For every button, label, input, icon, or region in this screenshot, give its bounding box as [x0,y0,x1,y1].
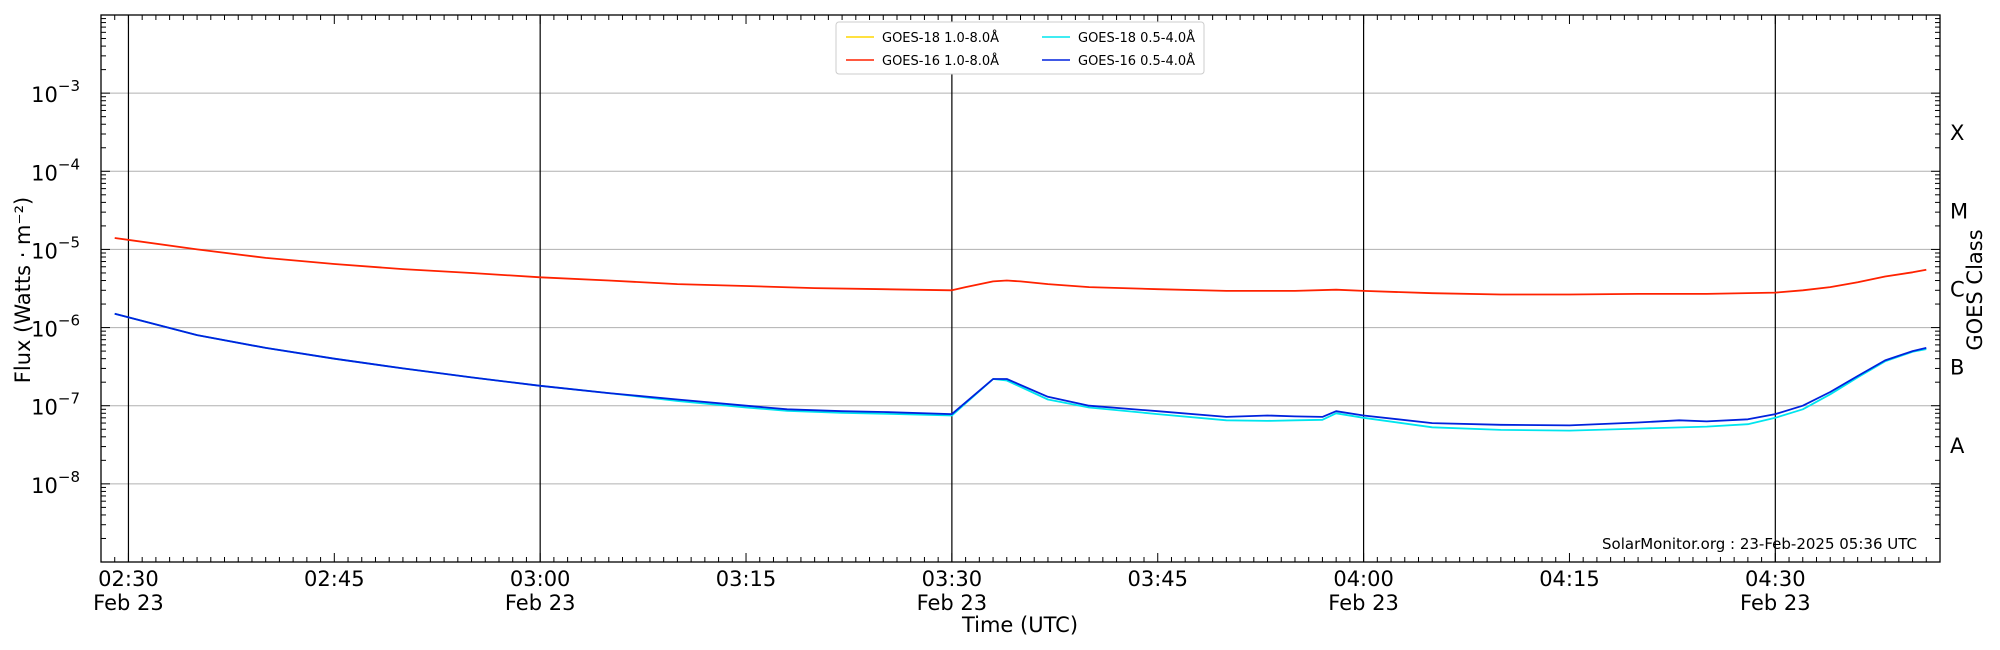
x-tick-sublabel: Feb 23 [505,591,576,615]
x-tick-label: 03:00 [510,567,571,591]
legend-entry: GOES-16 1.0-8.0Å [882,53,999,69]
x-tick-label: 03:30 [922,567,983,591]
legend-entry: GOES-18 0.5-4.0Å [1078,30,1195,46]
x-tick-label: 04:30 [1745,567,1806,591]
goes-class-label: C [1950,278,1965,302]
y-tick-label: 10−5 [31,233,80,263]
goes-class-label: A [1950,434,1965,458]
x-tick-sublabel: Feb 23 [917,591,988,615]
legend-entry: GOES-18 1.0-8.0Å [882,30,999,46]
axis-ticks [101,14,1941,563]
goes-class-labels: A B C M X [1950,121,1968,458]
x-tick-label: 04:15 [1539,567,1600,591]
series-line [114,237,1927,296]
x-tick-sublabel: Feb 23 [1328,591,1399,615]
series-line [114,312,1927,427]
y-tick-labels: 10−8 10−7 10−6 10−5 10−4 10−3 [31,77,80,498]
x-tick-label: 02:45 [304,567,365,591]
goes-class-label: M [1950,199,1968,223]
y-tick-label: 10−6 [31,312,80,342]
x-tick-sublabel: Feb 23 [1740,591,1811,615]
x-tick-sublabel: Feb 23 [93,591,164,615]
grid-lines [101,92,1940,485]
credit-text: SolarMonitor.org : 23-Feb-2025 05:36 UTC [1602,535,1917,553]
x-tick-label: 04:00 [1333,567,1394,591]
x-tick-label: 03:15 [716,567,777,591]
legend: GOES-18 1.0-8.0Å GOES-18 0.5-4.0Å GOES-16 … [835,21,1205,75]
x-axis-title: Time (UTC) [961,613,1078,637]
series-lines [114,237,1927,432]
day-hour-lines [127,15,1776,562]
legend-box [835,21,1205,75]
y-tick-label: 10−7 [31,390,80,420]
x-tick-label: 02:30 [98,567,159,591]
goes-class-label: B [1950,356,1964,380]
legend-entry: GOES-16 0.5-4.0Å [1078,53,1195,69]
y-tick-label: 10−4 [31,155,80,185]
y-tick-label: 10−3 [31,77,80,107]
y-tick-label: 10−8 [31,468,80,498]
goes-class-label: X [1950,121,1964,145]
x-tick-label: 03:45 [1127,567,1188,591]
right-axis-title: GOES Class [1963,229,1987,350]
y-axis-title: Flux (Watts · m⁻²) [11,197,35,383]
